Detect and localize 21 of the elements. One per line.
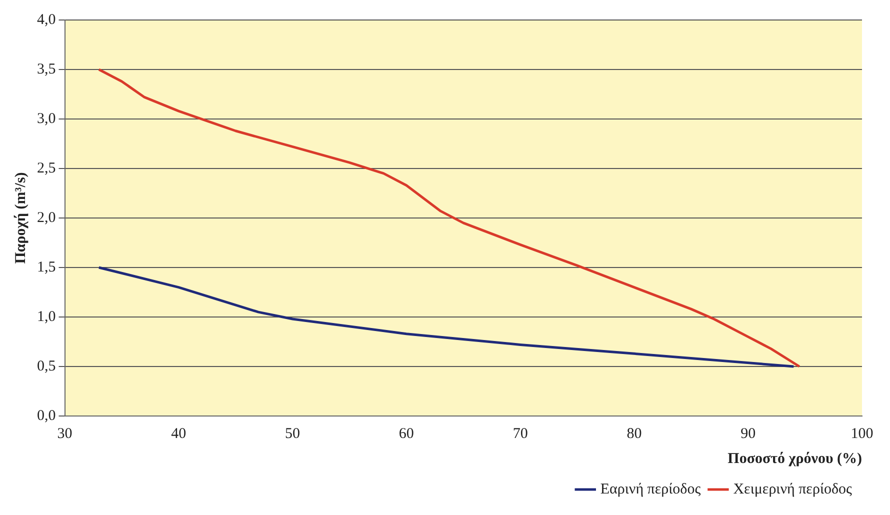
y-tick-label: 3,5 <box>37 61 56 78</box>
x-tick-label: 90 <box>740 426 756 442</box>
y-tick-label: 2,5 <box>37 160 56 176</box>
y-axis-title: Παροχή (m³/s) <box>12 172 29 264</box>
x-tick-label: 70 <box>512 426 528 442</box>
y-tick-label: 3,0 <box>37 110 56 127</box>
legend-label: Εαρινή περίοδος <box>600 481 701 498</box>
x-tick-label: 50 <box>285 426 300 442</box>
x-tick-label: 40 <box>171 426 186 442</box>
y-tick-label: 2,0 <box>37 210 56 226</box>
x-axis-title: Ποσοστό χρόνου (%) <box>728 450 862 467</box>
y-tick-label: 0,0 <box>37 408 56 424</box>
x-tick-label: 30 <box>57 426 72 442</box>
y-tick-label: 0,5 <box>37 358 56 374</box>
legend-label: Χειμερινή περίοδος <box>733 481 852 498</box>
y-tick-label: 1,0 <box>37 308 56 325</box>
x-tick-label: 100 <box>850 426 874 442</box>
y-tick-label: 1,5 <box>37 259 56 276</box>
x-tick-label: 80 <box>626 426 642 442</box>
y-tick-label: 4,0 <box>37 12 56 28</box>
x-tick-label: 60 <box>398 426 414 442</box>
